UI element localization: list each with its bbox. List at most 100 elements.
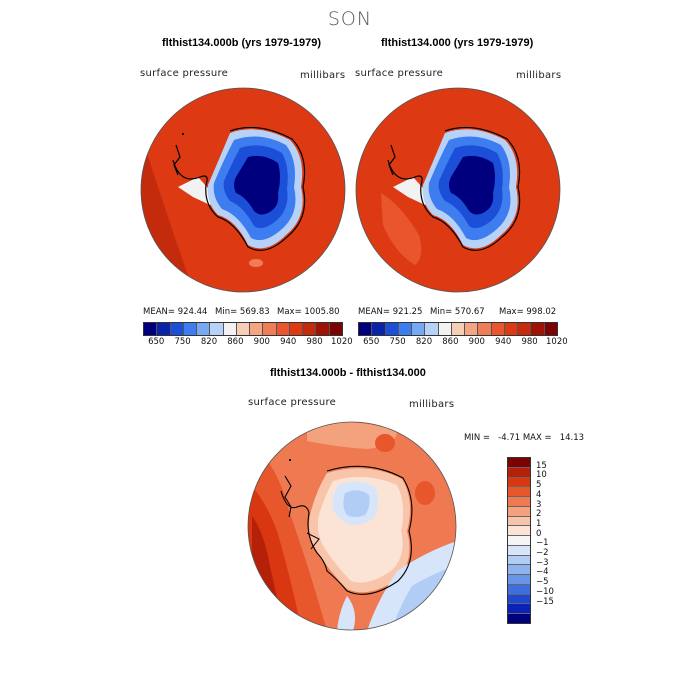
- colorbar-tick-label: 820: [415, 337, 433, 347]
- colorbar-swatch: [438, 323, 452, 335]
- colorbar-tick-label: 1020: [331, 337, 353, 347]
- colorbar-swatch: [398, 323, 413, 335]
- diff-units: millibars: [409, 399, 455, 410]
- panel2-colorbar: [358, 322, 558, 336]
- colorbar-swatch: [465, 323, 479, 335]
- panel1-title: flthist134.000b (yrs 1979-1979): [162, 37, 321, 49]
- colorbar-tick-label: 900: [468, 337, 485, 347]
- diff-colorbar-swatch: [508, 565, 530, 576]
- colorbar-swatch: [451, 323, 466, 335]
- colorbar-tick-label: 650: [363, 337, 380, 347]
- panel2-units: millibars: [516, 70, 562, 81]
- diff-title: flthist134.000b - flthist134.000: [270, 367, 426, 379]
- colorbar-tick-label: 750: [389, 337, 406, 347]
- colorbar-swatch: [544, 323, 557, 335]
- panel1-min: Min= 569.83: [215, 307, 270, 317]
- colorbar-tick-label: 1020: [546, 337, 568, 347]
- diff-colorbar-swatch: [508, 584, 530, 595]
- colorbar-swatch: [425, 323, 439, 335]
- diff-colorbar-swatch: [508, 458, 530, 468]
- colorbar-tick-label: 940: [280, 337, 297, 347]
- diff-colorbar-tick-label: −10: [536, 586, 554, 597]
- diff-colorbar-swatch: [508, 604, 530, 615]
- panel2-title: flthist134.000 (yrs 1979-1979): [381, 37, 534, 49]
- diff-colorbar-tick-label: 15: [536, 460, 547, 471]
- colorbar-swatch: [144, 323, 158, 335]
- diff-colorbar-swatch: [508, 545, 530, 556]
- colorbar-swatch: [223, 323, 237, 335]
- colorbar-tick-label: 820: [200, 337, 218, 347]
- diff-colorbar: [507, 457, 531, 624]
- colorbar-tick-label: 860: [227, 337, 244, 347]
- colorbar-swatch: [412, 323, 426, 335]
- colorbar-swatch: [250, 323, 264, 335]
- panel1-colorbar-labels: 650 750 820 860 900 940 980 1020: [143, 337, 353, 349]
- diff-variable: surface pressure: [248, 397, 337, 408]
- diff-colorbar-swatch: [508, 477, 530, 488]
- diff-colorbar-swatch: [508, 614, 530, 624]
- diff-map: [247, 421, 457, 631]
- colorbar-swatch: [329, 323, 342, 335]
- diff-colorbar-tick-label: 1: [536, 518, 542, 529]
- panel1-map: [140, 87, 346, 293]
- colorbar-tick-label: 940: [495, 337, 512, 347]
- diff-colorbar-labels: 15 10 5 4 3 2 1 0 −1 −2 −3 −4 −5 −10 −15: [536, 457, 576, 622]
- colorbar-tick-label: 980: [521, 337, 538, 347]
- panel2-mean: MEAN= 921.25: [358, 307, 423, 317]
- colorbar-swatch: [504, 323, 519, 335]
- diff-colorbar-swatch: [508, 594, 530, 605]
- panel2-min: Min= 570.67: [430, 307, 485, 317]
- diff-colorbar-swatch: [508, 526, 530, 537]
- diff-colorbar-tick-label: 5: [536, 480, 542, 491]
- diff-colorbar-swatch: [508, 555, 530, 566]
- colorbar-tick-label: 900: [253, 337, 270, 347]
- colorbar-swatch: [491, 323, 505, 335]
- colorbar-swatch: [518, 323, 532, 335]
- panel2-map: [355, 87, 561, 293]
- diff-colorbar-tick-label: −1: [536, 538, 549, 549]
- panel1-colorbar: [143, 322, 343, 336]
- diff-colorbar-tick-label: 2: [536, 509, 542, 520]
- colorbar-swatch: [236, 323, 251, 335]
- panel2-variable: surface pressure: [355, 68, 444, 79]
- colorbar-swatch: [359, 323, 373, 335]
- colorbar-swatch: [170, 323, 184, 335]
- diff-colorbar-tick-label: −4: [536, 567, 549, 578]
- panel1-mean: MEAN= 924.44: [143, 307, 208, 317]
- colorbar-tick-label: 860: [442, 337, 459, 347]
- diff-colorbar-swatch: [508, 467, 530, 478]
- panel1-max: Max= 1005.80: [277, 307, 340, 317]
- season-title: SON: [327, 8, 373, 30]
- panel1-variable: surface pressure: [140, 68, 229, 79]
- colorbar-swatch: [478, 323, 492, 335]
- diff-colorbar-tick-label: 10: [536, 470, 547, 481]
- diff-colorbar-swatch: [508, 506, 530, 517]
- diff-colorbar-swatch: [508, 575, 530, 585]
- colorbar-tick-label: 750: [174, 337, 191, 347]
- diff-colorbar-tick-label: 3: [536, 499, 542, 510]
- colorbar-swatch: [289, 323, 304, 335]
- colorbar-swatch: [263, 323, 277, 335]
- diff-colorbar-tick-label: 0: [536, 528, 542, 539]
- diff-range: MIN = -4.71 MAX = 14.13: [464, 433, 585, 443]
- colorbar-swatch: [276, 323, 290, 335]
- colorbar-tick-label: 980: [306, 337, 323, 347]
- colorbar-swatch: [183, 323, 198, 335]
- colorbar-swatch: [531, 323, 545, 335]
- diff-colorbar-swatch: [508, 516, 530, 527]
- colorbar-swatch: [197, 323, 211, 335]
- colorbar-swatch: [157, 323, 171, 335]
- colorbar-tick-label: 650: [148, 337, 165, 347]
- colorbar-swatch: [385, 323, 399, 335]
- diff-colorbar-tick-label: −3: [536, 557, 549, 568]
- diff-colorbar-tick-label: −5: [536, 577, 549, 588]
- diff-colorbar-tick-label: −15: [536, 596, 554, 607]
- panel2-colorbar-labels: 650 750 820 860 900 940 980 1020: [358, 337, 568, 349]
- diff-colorbar-swatch: [508, 487, 530, 498]
- colorbar-swatch: [372, 323, 386, 335]
- panel2-max: Max= 998.02: [499, 307, 557, 317]
- diff-colorbar-tick-label: 4: [536, 489, 542, 500]
- diff-colorbar-tick-label: −2: [536, 548, 549, 559]
- diff-colorbar-swatch: [508, 536, 530, 546]
- panel1-units: millibars: [300, 70, 346, 81]
